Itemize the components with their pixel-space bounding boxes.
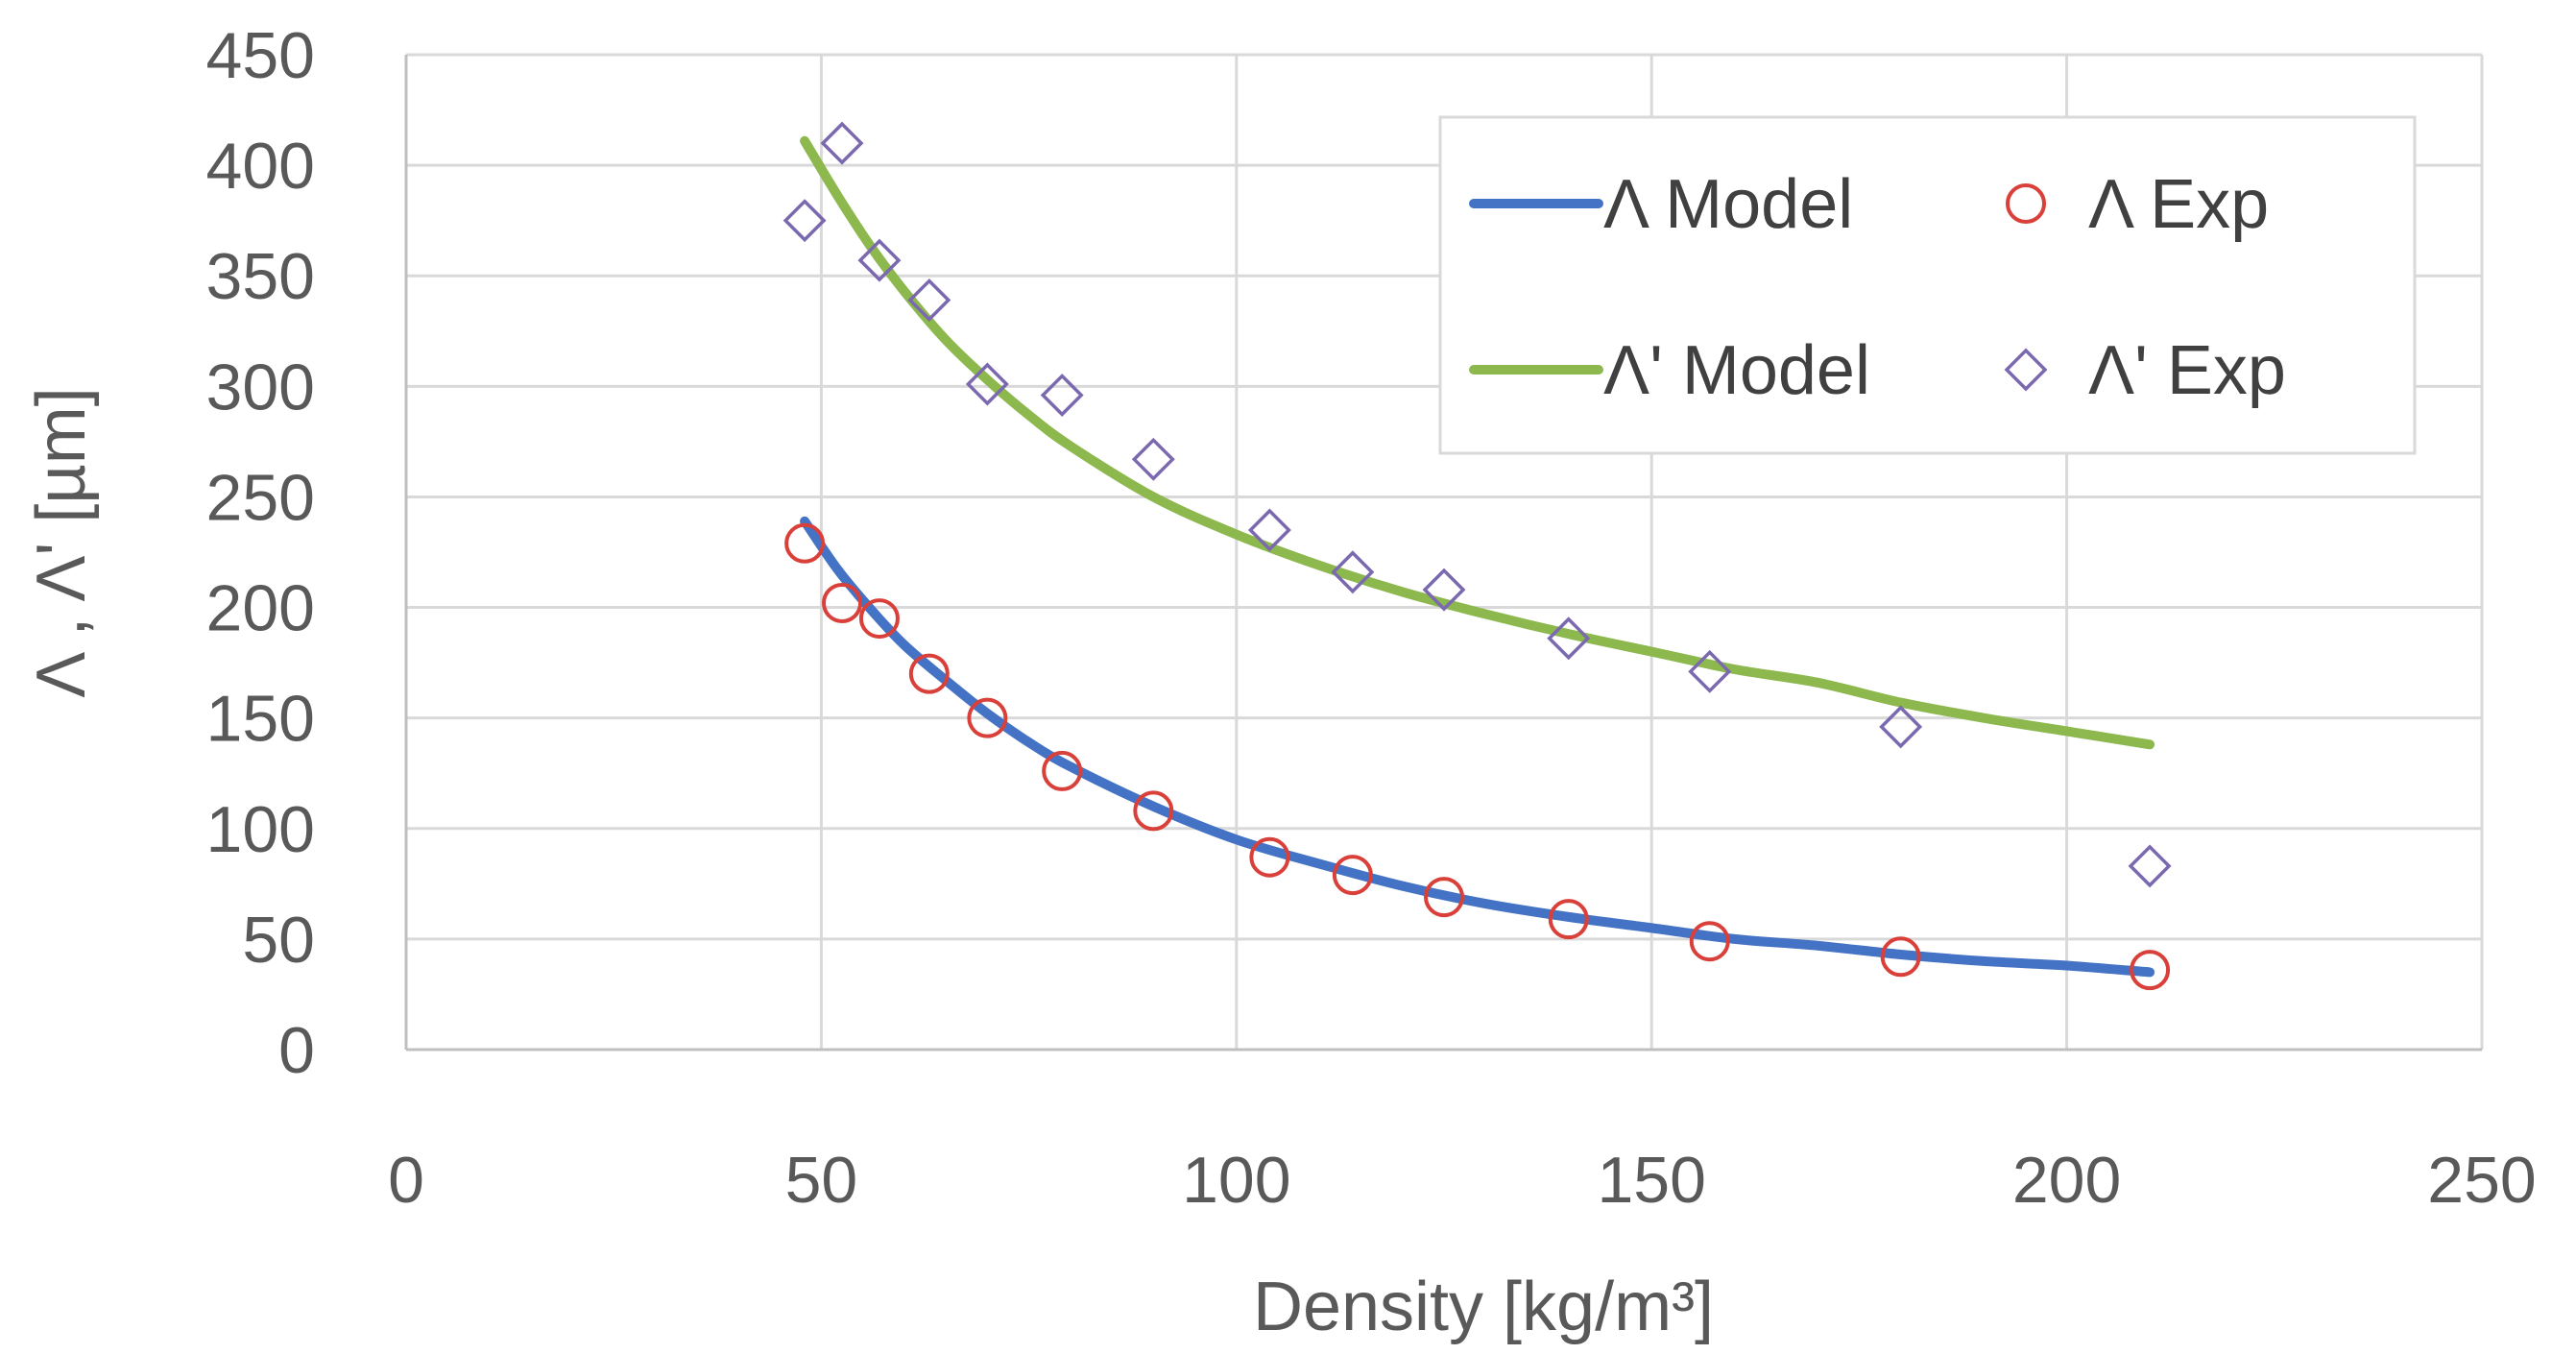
- y-tick-label: 300: [206, 351, 315, 423]
- exp-diamond-point: [1331, 550, 1375, 594]
- exp-diamond-point: [1547, 617, 1591, 661]
- y-tick-label: 50: [242, 904, 315, 977]
- y-tick-label: 250: [206, 461, 315, 534]
- exp-circle-point: [1332, 855, 1373, 896]
- exp-circle-point: [1133, 790, 1174, 832]
- exp-diamond-point: [820, 121, 864, 165]
- y-tick-label: 400: [206, 130, 315, 203]
- legend: Λ Model Λ Exp Λ' Model Λ' Exp: [1438, 115, 2417, 455]
- series-scatter-1: [784, 522, 2171, 991]
- exp-diamond-point: [1422, 568, 1466, 612]
- legend-item: Λ' Model: [1469, 332, 1870, 409]
- legend-items: Λ Model Λ Exp Λ' Model Λ' Exp: [1469, 166, 2286, 409]
- legend-box: [1438, 115, 2417, 455]
- y-tick-label: 150: [206, 683, 315, 756]
- exp-circle-point: [967, 697, 1008, 738]
- exp-diamond-point: [1247, 508, 1291, 552]
- exp-diamond-point: [1131, 437, 1175, 481]
- legend-diamond-swatch: [2004, 348, 2048, 392]
- legend-label: Λ' Model: [1603, 332, 1870, 409]
- y-tick-label: 0: [278, 1014, 315, 1087]
- exp-diamond-point: [857, 238, 902, 282]
- legend-circle-swatch: [2006, 183, 2046, 224]
- exp-circle-point: [2130, 950, 2171, 991]
- exp-circle-point: [1249, 836, 1290, 878]
- exp-diamond-point: [1688, 649, 1732, 693]
- exp-circle-point: [1548, 899, 1589, 940]
- exp-diamond-point: [1040, 374, 1084, 418]
- exp-diamond-point: [907, 278, 951, 323]
- exp-circle-point: [1424, 877, 1464, 918]
- legend-label: Λ Model: [1603, 166, 1853, 243]
- legend-label: Λ Exp: [2088, 166, 2269, 243]
- tick-layer: 0 50 100 150 200 250 300 350 400 450 0 50 100 150 200 2…: [206, 19, 2537, 1217]
- legend-item: Λ Model: [1469, 166, 1853, 243]
- series-line-0: [800, 516, 2155, 978]
- legend-label: Λ' Exp: [2088, 332, 2286, 409]
- exp-circle-point: [908, 653, 950, 694]
- x-tick-label: 50: [785, 1144, 858, 1217]
- series-scatter-3: [782, 121, 2172, 888]
- x-tick-label: 200: [2012, 1144, 2121, 1217]
- y-tick-label: 100: [206, 793, 315, 866]
- y-tick-label: 450: [206, 19, 315, 92]
- axis-layer: [404, 55, 2482, 1052]
- exp-circle-point: [784, 522, 826, 564]
- exp-diamond-point: [965, 362, 1009, 406]
- series-layer: [782, 121, 2172, 991]
- exp-circle-point: [1042, 750, 1083, 791]
- exp-circle-point: [1689, 921, 1730, 962]
- exp-circle-point: [822, 582, 863, 623]
- model-curve: [800, 135, 2155, 750]
- x-tick-label: 150: [1597, 1144, 1705, 1217]
- exp-circle-point: [858, 598, 900, 640]
- model-curve: [800, 516, 2155, 978]
- series-line-2: [800, 135, 2155, 750]
- exp-circle-point: [1880, 936, 1921, 978]
- exp-diamond-point: [782, 199, 827, 243]
- x-axis-title: Density [kg/m³]: [1253, 1269, 1714, 1345]
- legend-item: Λ Exp: [2006, 166, 2269, 243]
- legend-item: Λ' Exp: [2004, 332, 2286, 409]
- exp-diamond-point: [2128, 844, 2172, 888]
- exp-diamond-point: [1879, 705, 1923, 749]
- y-tick-label: 350: [206, 240, 315, 313]
- x-tick-label: 250: [2427, 1144, 2536, 1217]
- x-tick-label: 0: [388, 1144, 424, 1217]
- x-tick-label: 100: [1182, 1144, 1290, 1217]
- y-tick-label: 200: [206, 572, 315, 645]
- y-axis-title: Λ , Λ' [µm]: [23, 387, 100, 697]
